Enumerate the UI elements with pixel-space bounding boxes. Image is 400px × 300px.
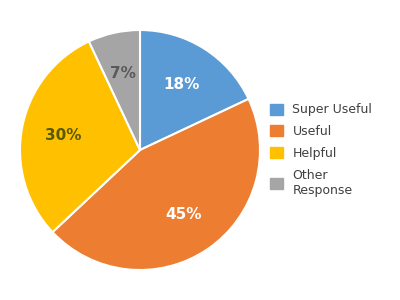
Wedge shape xyxy=(140,30,248,150)
Legend: Super Useful, Useful, Helpful, Other
Response: Super Useful, Useful, Helpful, Other Res… xyxy=(266,100,376,200)
Wedge shape xyxy=(52,99,260,270)
Text: 7%: 7% xyxy=(110,66,136,81)
Text: 45%: 45% xyxy=(166,207,202,222)
Wedge shape xyxy=(89,30,140,150)
Wedge shape xyxy=(20,41,140,232)
Text: 18%: 18% xyxy=(164,76,200,92)
Text: 30%: 30% xyxy=(45,128,82,143)
